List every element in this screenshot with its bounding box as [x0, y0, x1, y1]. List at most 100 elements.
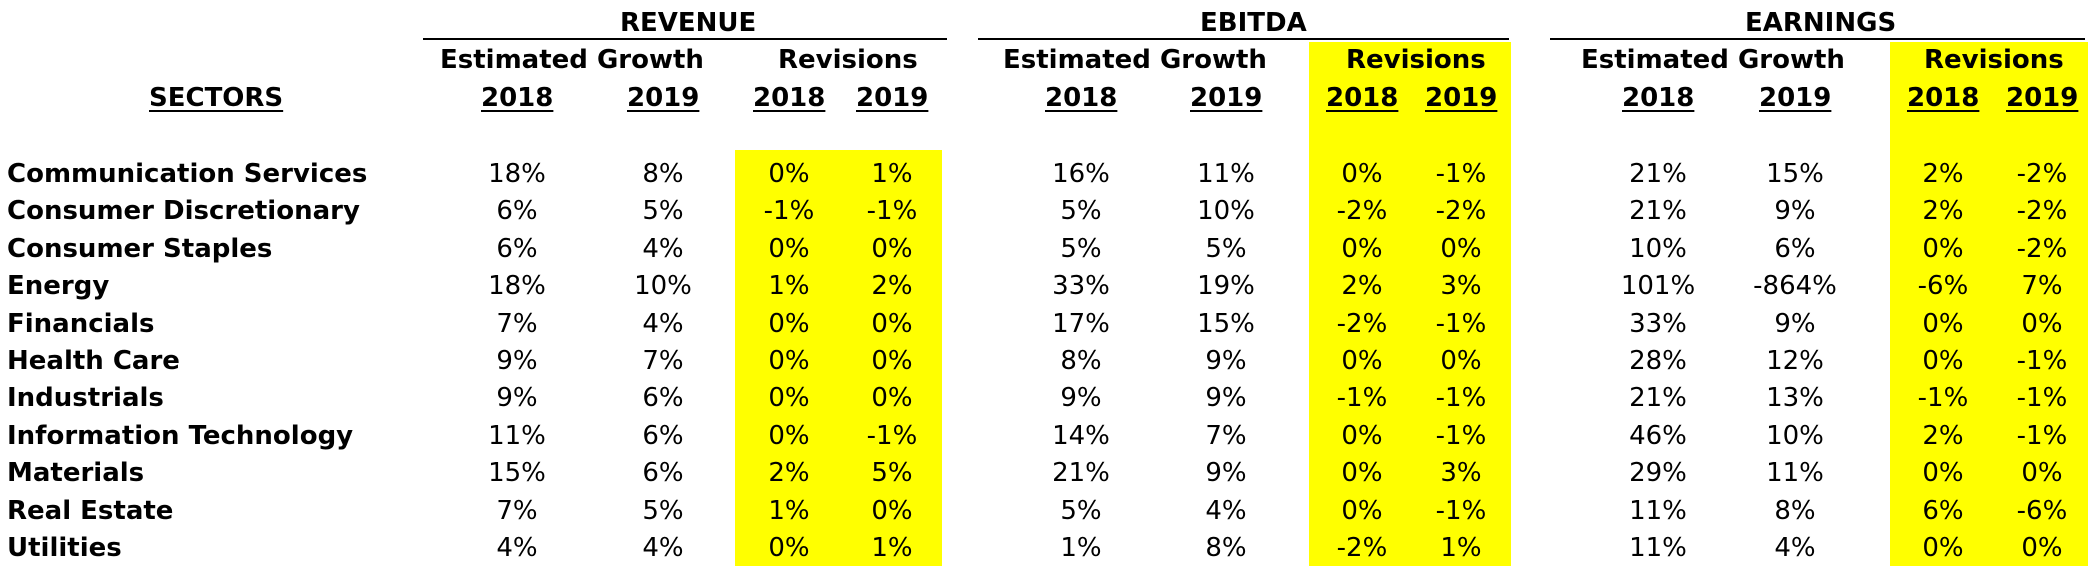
earnings-revisions-2019-cell: -2% [2016, 233, 2068, 264]
revenue-revisions-2019-header: 2019 [856, 83, 929, 113]
ebitda-revisions-2019-cell: -1% [1435, 308, 1487, 339]
ebitda-revisions-2019-cell: 0% [1440, 233, 1482, 264]
ebitda-revisions-highlight [1309, 42, 1511, 566]
revenue-growth-2018-cell: 18% [488, 159, 546, 189]
earnings-estimated-growth-header: Estimated Growth [1581, 45, 1845, 75]
ebitda-revisions-2018-cell: 0% [1341, 458, 1383, 489]
revenue-revisions-2018-cell: 0% [768, 233, 810, 264]
revenue-growth-2018-cell: 4% [496, 533, 538, 563]
earnings-growth-2019-cell: 12% [1766, 346, 1824, 376]
earnings-revisions-2019-cell: -6% [2016, 495, 2068, 526]
table-row: Consumer Staples 6% 4% 0% 0% 5% 5% 0% 0% 10% 6% 0% -… [0, 228, 2088, 265]
earnings-growth-2019-cell: -864% [1753, 271, 1837, 302]
revenue-growth-2019-cell: 10% [634, 271, 692, 302]
ebitda-growth-2019-cell: 4% [1205, 495, 1247, 526]
revenue-revisions-2019-cell: 0% [871, 495, 913, 526]
revenue-growth-2018-cell: 7% [496, 308, 538, 339]
ebitda-revisions-2019-header: 2019 [1425, 83, 1498, 113]
ebitda-revisions-2018-cell: -1% [1336, 383, 1388, 414]
revenue-revisions-2018-cell: 0% [768, 308, 810, 339]
ebitda-revisions-header: Revisions [1346, 45, 1486, 75]
earnings-growth-2019-cell: 11% [1766, 458, 1824, 489]
earnings-growth-2019-cell: 9% [1774, 308, 1816, 339]
ebitda-growth-2019-cell: 5% [1205, 233, 1247, 264]
ebitda-revisions-2019-cell: -1% [1435, 383, 1487, 414]
ebitda-growth-2019-cell: 8% [1205, 533, 1247, 563]
earnings-revisions-2018-cell: -6% [1917, 271, 1969, 302]
earnings-revisions-2018-cell: 2% [1922, 420, 1964, 451]
earnings-growth-2019-cell: 8% [1774, 495, 1816, 526]
revenue-revisions-2019-cell: 5% [871, 458, 913, 489]
earnings-growth-2018-cell: 21% [1629, 159, 1687, 189]
earnings-revisions-highlight [1890, 42, 2088, 566]
ebitda-revisions-2018-header: 2018 [1326, 83, 1399, 113]
table-row: Information Technology 11% 6% 0% -1% 14% 7% 0% -… [0, 415, 2088, 452]
revenue-growth-2019-cell: 7% [642, 346, 684, 376]
ebitda-growth-2019-cell: 9% [1205, 346, 1247, 376]
earnings-growth-2018-cell: 11% [1629, 495, 1687, 526]
earnings-growth-2019-cell: 10% [1766, 420, 1824, 451]
earnings-revisions-2019-cell: -2% [2016, 159, 2068, 189]
ebitda-revisions-2019-cell: 3% [1440, 271, 1482, 302]
revenue-revisions-highlight [735, 150, 942, 566]
revenue-growth-2018-cell: 9% [496, 383, 538, 414]
revenue-growth-2019-cell: 5% [642, 196, 684, 227]
earnings-revisions-2019-cell: -1% [2016, 420, 2068, 451]
earnings-revisions-2019-header: 2019 [2006, 83, 2079, 113]
revenue-revisions-2018-cell: 0% [768, 159, 810, 189]
ebitda-growth-2019-cell: 19% [1197, 271, 1255, 302]
earnings-growth-2019-cell: 13% [1766, 383, 1824, 414]
earnings-growth-2018-cell: 29% [1629, 458, 1687, 489]
revenue-revisions-2019-cell: 0% [871, 308, 913, 339]
earnings-growth-2019-cell: 4% [1774, 533, 1816, 563]
earnings-group-header: EARNINGS [1745, 8, 1897, 38]
revenue-revisions-2019-cell: 0% [871, 233, 913, 264]
revenue-revisions-2018-cell: 2% [768, 458, 810, 489]
ebitda-revisions-2018-cell: -2% [1336, 308, 1388, 339]
earnings-growth-2019-cell: 6% [1774, 233, 1816, 264]
revenue-growth-2019-cell: 4% [642, 533, 684, 563]
ebitda-revisions-2019-cell: -1% [1435, 159, 1487, 189]
revenue-growth-2018-cell: 6% [496, 233, 538, 264]
ebitda-growth-2018-cell: 14% [1052, 420, 1110, 451]
ebitda-revisions-2019-cell: -1% [1435, 420, 1487, 451]
revenue-growth-2018-cell: 6% [496, 196, 538, 227]
ebitda-growth-2018-cell: 9% [1060, 383, 1102, 414]
earnings-growth-2019-cell: 15% [1766, 159, 1824, 189]
revenue-growth-2019-cell: 6% [642, 458, 684, 489]
earnings-growth-2018-cell: 46% [1629, 420, 1687, 451]
ebitda-growth-2018-cell: 17% [1052, 308, 1110, 339]
earnings-growth-2018-cell: 21% [1629, 196, 1687, 227]
earnings-revisions-2018-cell: 0% [1922, 533, 1964, 563]
ebitda-growth-2018-cell: 8% [1060, 346, 1102, 376]
sector-name: Financials [7, 308, 155, 339]
table-row: Real Estate 7% 5% 1% 0% 5% 4% 0% -1% 11% 8% 6% -6% [0, 490, 2088, 527]
sector-name: Materials [7, 458, 145, 489]
ebitda-growth-2018-cell: 21% [1052, 458, 1110, 489]
ebitda-growth-2018-cell: 16% [1052, 159, 1110, 189]
revenue-revisions-2019-cell: 0% [871, 346, 913, 376]
earnings-revisions-2018-cell: -1% [1917, 383, 1969, 414]
sector-name: Health Care [7, 346, 180, 376]
earnings-growth-2019-cell: 9% [1774, 196, 1816, 227]
earnings-revisions-2019-cell: 0% [2021, 308, 2063, 339]
revenue-growth-2018-header: 2018 [481, 83, 554, 113]
ebitda-estimated-growth-header: Estimated Growth [1003, 45, 1267, 75]
ebitda-growth-2018-header: 2018 [1045, 83, 1118, 113]
earnings-revisions-2019-cell: -1% [2016, 383, 2068, 414]
revenue-revisions-2018-header: 2018 [753, 83, 826, 113]
ebitda-growth-2019-cell: 11% [1197, 159, 1255, 189]
earnings-growth-2018-cell: 11% [1629, 533, 1687, 563]
ebitda-revisions-2019-cell: 0% [1440, 346, 1482, 376]
earnings-growth-2018-header: 2018 [1622, 83, 1695, 113]
revenue-group-header: REVENUE [620, 8, 757, 38]
ebitda-growth-2019-cell: 10% [1197, 196, 1255, 227]
revenue-header-rule [423, 38, 947, 40]
earnings-revisions-2018-cell: 6% [1922, 495, 1964, 526]
table-row: Industrials 9% 6% 0% 0% 9% 9% -1% -1% 21% 13% -1% -1… [0, 377, 2088, 414]
ebitda-revisions-2019-cell: -1% [1435, 495, 1487, 526]
ebitda-revisions-2018-cell: 2% [1341, 271, 1383, 302]
earnings-growth-2018-cell: 21% [1629, 383, 1687, 414]
revenue-revisions-2018-cell: 0% [768, 420, 810, 451]
ebitda-revisions-2019-cell: 1% [1440, 533, 1482, 563]
